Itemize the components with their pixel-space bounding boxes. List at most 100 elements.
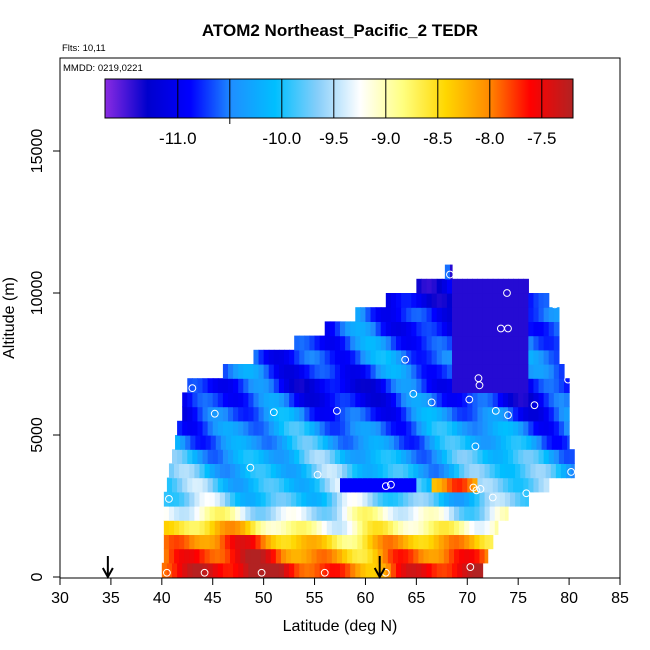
heatmap-cell xyxy=(214,491,221,507)
heatmap-cell xyxy=(243,392,249,408)
heatmap-cell xyxy=(294,392,300,408)
flight-arrow xyxy=(373,556,386,580)
heatmap-cell xyxy=(390,349,397,365)
heatmap-cell xyxy=(255,463,262,479)
heatmap-cell xyxy=(228,562,234,578)
heatmap-cell xyxy=(224,520,231,535)
heatmap-cell xyxy=(327,435,334,450)
heatmap-cell xyxy=(270,548,277,564)
heatmap-cell xyxy=(284,364,290,379)
heatmap-cell xyxy=(377,506,384,521)
heatmap-cell xyxy=(202,562,209,578)
heatmap-cell xyxy=(413,520,419,535)
heatmap-cell xyxy=(212,392,219,408)
heatmap-cell xyxy=(273,378,280,393)
heatmap-cell xyxy=(416,562,423,578)
heatmap-cell xyxy=(367,463,374,479)
heatmap-cell xyxy=(385,349,392,365)
heatmap-cell xyxy=(372,548,379,564)
heatmap-cell xyxy=(255,548,262,564)
heatmap-cell xyxy=(416,349,423,365)
heatmap-cell xyxy=(197,420,204,436)
heatmap-cell xyxy=(340,420,346,436)
heatmap-cell xyxy=(329,449,336,464)
heatmap-cell xyxy=(474,534,481,550)
heatmap-cell xyxy=(189,534,195,550)
heatmap-cell xyxy=(443,534,450,550)
heatmap-cell xyxy=(390,307,397,322)
heatmap-cell xyxy=(553,307,560,322)
heatmap-cell xyxy=(494,491,501,507)
heatmap-cell xyxy=(497,335,504,351)
heatmap-cell xyxy=(255,520,262,535)
heatmap-cell xyxy=(337,435,344,450)
heatmap-cell xyxy=(197,449,204,464)
heatmap-cell xyxy=(265,534,272,550)
heatmap-cell xyxy=(253,349,260,365)
heatmap-cell xyxy=(502,420,509,436)
heatmap-cell xyxy=(345,477,351,493)
heatmap-cell xyxy=(192,392,199,408)
heatmap-cell xyxy=(197,477,204,493)
heatmap-cell xyxy=(284,562,290,578)
heatmap-cell xyxy=(289,477,295,493)
heatmap-cell xyxy=(324,335,331,351)
heatmap-cell xyxy=(263,378,270,393)
heatmap-cell xyxy=(521,435,527,450)
heatmap-cell xyxy=(411,477,417,493)
heatmap-cell xyxy=(372,463,379,479)
heatmap-cell xyxy=(390,321,397,337)
heatmap-cell xyxy=(355,477,361,493)
heatmap-cell xyxy=(380,477,387,493)
heatmap-cell xyxy=(309,392,316,408)
heatmap-cell xyxy=(406,349,412,365)
heatmap-cell xyxy=(533,293,540,308)
heatmap-cell xyxy=(321,491,328,507)
heatmap-cell xyxy=(446,321,453,337)
heatmap-cell xyxy=(553,406,560,422)
heatmap-cell xyxy=(370,406,377,422)
heatmap-cell xyxy=(299,378,305,393)
heatmap-cell xyxy=(294,378,300,393)
heatmap-cell xyxy=(187,477,193,493)
observation-point xyxy=(491,406,500,415)
heatmap-cell xyxy=(187,392,193,408)
heatmap-cell xyxy=(431,293,438,308)
heatmap-cell xyxy=(423,520,430,535)
heatmap-cell xyxy=(387,491,394,507)
heatmap-cell xyxy=(492,392,499,408)
heatmap-cell xyxy=(309,378,316,393)
heatmap-cell xyxy=(217,406,224,422)
heatmap-cell xyxy=(273,420,280,436)
heatmap-cell xyxy=(396,307,402,322)
observation-point xyxy=(530,401,539,410)
x-axis: 30 35 40 45 50 55 60 65 70 75 80 85 xyxy=(51,577,629,607)
heatmap-cell xyxy=(564,392,570,408)
observation-point xyxy=(165,495,173,503)
heatmap-cell xyxy=(180,435,186,450)
heatmap-cell xyxy=(372,491,379,507)
heatmap-cell xyxy=(324,321,331,337)
colorbar-tick-label: -8.5 xyxy=(423,129,452,148)
heatmap-cell xyxy=(368,435,375,450)
heatmap-cell xyxy=(462,321,468,337)
heatmap-cell xyxy=(331,463,338,479)
heatmap-cell xyxy=(441,477,448,493)
heatmap-cell xyxy=(192,477,199,493)
heatmap-cell xyxy=(365,392,372,408)
observation-point xyxy=(188,384,197,393)
heatmap-cell xyxy=(411,349,417,365)
heatmap-cell xyxy=(538,307,545,322)
heatmap-cell xyxy=(452,420,458,436)
heatmap-cell xyxy=(406,477,412,493)
heatmap-cell xyxy=(355,364,361,379)
heatmap-cell xyxy=(543,335,550,351)
heatmap-cell xyxy=(375,392,382,408)
heatmap-cell xyxy=(347,548,353,564)
heatmap-cell xyxy=(564,420,570,436)
heatmap-cell xyxy=(233,378,239,393)
observation-point xyxy=(313,470,322,479)
heatmap-cell xyxy=(446,449,453,464)
heatmap-cell xyxy=(439,435,446,450)
heatmap-cell xyxy=(452,477,458,493)
